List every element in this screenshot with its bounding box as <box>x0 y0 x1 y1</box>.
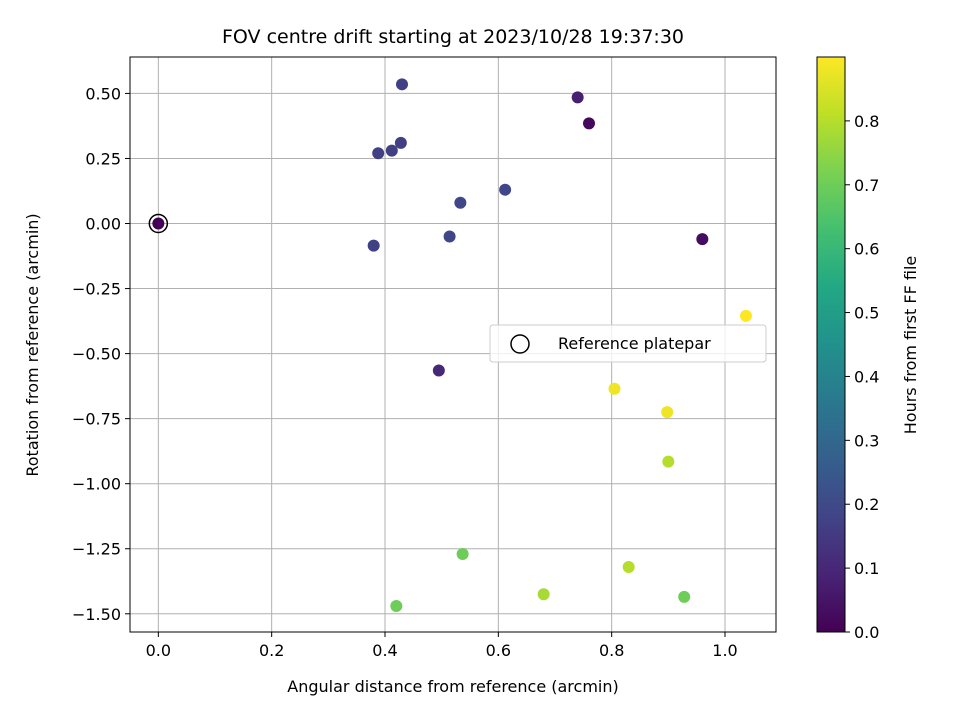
colorbar-label: Hours from first FF file <box>901 256 920 435</box>
data-point <box>396 78 408 91</box>
colorbar-tick-label: 0.7 <box>854 176 879 195</box>
data-point <box>583 117 595 130</box>
y-tick-label: 0.25 <box>85 149 121 168</box>
reference-marker <box>148 213 169 234</box>
chart-title: FOV centre drift starting at 2023/10/28 … <box>222 26 684 48</box>
legend-marker <box>510 334 530 354</box>
x-tick-label: 0.6 <box>486 641 511 660</box>
x-tick-label: 0.2 <box>259 641 284 660</box>
x-tick-label: 0.4 <box>372 641 397 660</box>
data-point <box>385 144 398 157</box>
data-point <box>608 382 621 395</box>
data-point <box>390 599 403 612</box>
x-tick-label: 1.0 <box>712 641 737 660</box>
x-tick-label: 0.8 <box>599 641 624 660</box>
x-tick-label: 0.0 <box>146 641 171 660</box>
y-tick-label: −1.00 <box>72 475 121 494</box>
legend: Reference platepar <box>489 324 767 363</box>
data-point <box>678 590 691 603</box>
data-point <box>152 217 165 230</box>
colorbar-tick-label: 0.4 <box>854 367 879 386</box>
colorbar-tick-label: 0.5 <box>854 304 879 323</box>
axes: 0.0 0.2 0.4 0.6 0.8 1.0 0.50 0.25 0.00 −0.25 −0.50… <box>72 56 777 660</box>
data-point <box>372 147 385 160</box>
data-point <box>367 239 380 252</box>
data-point <box>537 588 550 601</box>
colorbar-tick-label: 0.0 <box>854 623 879 642</box>
colorbar: 0.0 0.1 0.2 0.3 0.4 0.5 0.6 0.7 0.8 <box>816 56 879 642</box>
data-point <box>394 136 407 149</box>
data-point <box>571 91 584 104</box>
y-tick-label: 0.50 <box>85 84 121 103</box>
legend-label: Reference platepar <box>558 334 711 353</box>
colorbar-gradient <box>816 56 846 633</box>
data-point <box>432 364 445 377</box>
y-tick-label: −0.75 <box>72 410 121 429</box>
x-axis-label: Angular distance from reference (arcmin) <box>287 677 618 696</box>
data-point <box>622 560 635 573</box>
y-tick-label: 0.00 <box>85 215 121 234</box>
data-point <box>662 455 675 468</box>
data-point <box>661 406 674 419</box>
data-point <box>499 183 512 196</box>
y-axis-label: Rotation from reference (arcmin) <box>23 213 42 476</box>
colorbar-tick-label: 0.6 <box>854 240 879 259</box>
data-points <box>148 78 752 612</box>
y-tick-label: −0.50 <box>72 345 121 364</box>
colorbar-tick-label: 0.1 <box>854 559 879 578</box>
data-point <box>739 309 752 322</box>
colorbar-tick-label: 0.2 <box>854 495 879 514</box>
y-tick-label: −1.50 <box>72 605 121 624</box>
data-point <box>456 547 469 560</box>
legend-box <box>489 324 767 363</box>
colorbar-tick-label: 0.3 <box>854 431 879 450</box>
plot-frame <box>129 56 777 633</box>
y-tick-label: −0.25 <box>72 280 121 299</box>
data-point <box>696 233 709 246</box>
data-point <box>443 230 456 243</box>
y-tick-label: −1.25 <box>72 540 121 559</box>
colorbar-tick-label: 0.8 <box>854 112 879 131</box>
data-point <box>454 196 467 209</box>
